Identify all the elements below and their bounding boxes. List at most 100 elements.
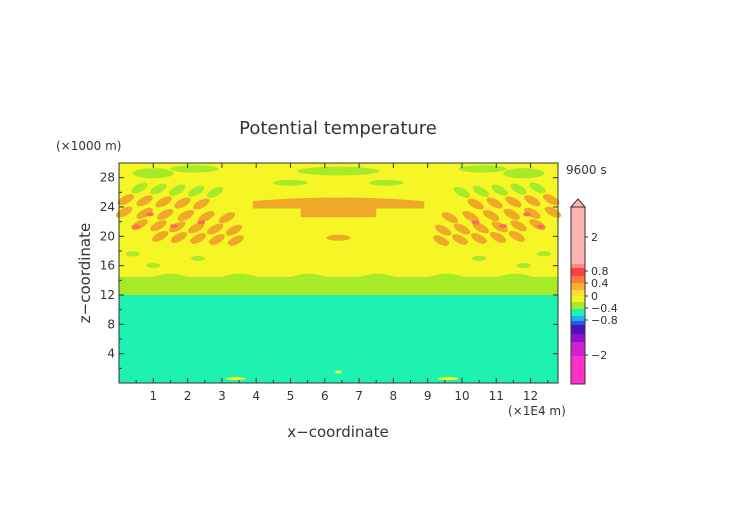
wave-blob bbox=[117, 194, 135, 206]
colorbar-arrow bbox=[569, 198, 587, 208]
colorbar-segment bbox=[571, 342, 585, 356]
wave-blob bbox=[544, 206, 562, 218]
wave-blob bbox=[510, 183, 527, 195]
wave-blob bbox=[524, 195, 541, 207]
colorbar: 2 0.80.40−0.4−0.8 −2 bbox=[569, 198, 618, 385]
bottom-patch bbox=[335, 370, 342, 374]
colorbar-tick-label: 0.8 bbox=[591, 265, 609, 278]
wave-blob bbox=[225, 224, 243, 236]
wave-blob bbox=[218, 212, 236, 224]
wave-blob bbox=[131, 182, 148, 194]
wave-blob bbox=[169, 184, 186, 196]
x-tick-label: 4 bbox=[252, 389, 260, 403]
colorbar-segment bbox=[571, 290, 585, 296]
plot-frame bbox=[118, 162, 559, 384]
wave-blob bbox=[433, 235, 450, 247]
wave-blob bbox=[484, 241, 502, 253]
bottom-patch bbox=[437, 377, 459, 381]
red-core bbox=[536, 224, 545, 229]
wave-blob bbox=[170, 231, 188, 243]
wave-blob bbox=[157, 208, 174, 220]
colorbar-segment bbox=[571, 207, 585, 264]
colorbar-segment bbox=[571, 296, 585, 302]
colorbar-segment bbox=[571, 356, 585, 384]
x-tick-label: 11 bbox=[489, 389, 504, 403]
wave-blob bbox=[150, 220, 167, 232]
red-core bbox=[169, 224, 178, 229]
green-patch bbox=[132, 168, 174, 179]
green-patch bbox=[369, 179, 404, 186]
orange-band bbox=[252, 197, 425, 218]
wave-blob bbox=[136, 207, 153, 219]
red-core bbox=[499, 224, 508, 229]
colorbar-segment bbox=[571, 309, 585, 316]
colorbar-tick-label: 0 bbox=[591, 290, 598, 303]
wave-blob bbox=[542, 194, 560, 206]
y-tick-label: 8 bbox=[107, 317, 115, 331]
wave-blob bbox=[188, 185, 205, 197]
wave-blob bbox=[177, 209, 195, 221]
green-fringe bbox=[146, 263, 161, 269]
wave-blob bbox=[151, 230, 169, 242]
wave-blob bbox=[441, 212, 459, 224]
wave-blob bbox=[194, 242, 212, 254]
wave-blob bbox=[508, 230, 526, 242]
colorbar-segment bbox=[571, 268, 585, 276]
wave-blob bbox=[150, 183, 167, 195]
orange-blob bbox=[326, 234, 351, 241]
wave-blob bbox=[189, 233, 207, 245]
colorbar-segment bbox=[571, 264, 585, 268]
x-unit-label: (×1E4 m) bbox=[508, 404, 566, 418]
wave-blob bbox=[188, 222, 205, 234]
colorbar-segment bbox=[571, 316, 585, 321]
colorbar-segment bbox=[571, 276, 585, 283]
green-patch bbox=[170, 165, 219, 173]
green-patch bbox=[297, 166, 380, 176]
wave-blob bbox=[524, 207, 541, 219]
wave-blob bbox=[486, 197, 503, 209]
wave-blob bbox=[174, 197, 191, 209]
y-tick-label: 20 bbox=[100, 229, 115, 243]
wave-blob bbox=[446, 244, 464, 256]
x-tick-label: 9 bbox=[424, 389, 432, 403]
wave-blob bbox=[208, 234, 225, 246]
y-tick-label: 24 bbox=[100, 200, 115, 214]
wave-blob bbox=[510, 220, 527, 232]
wave-blob bbox=[453, 223, 471, 235]
wave-blob bbox=[175, 241, 193, 253]
colorbar-segment bbox=[571, 334, 585, 342]
green-fringe bbox=[125, 251, 140, 257]
x-tick-label: 8 bbox=[390, 389, 398, 403]
wave-blob bbox=[462, 211, 479, 223]
x-tick-label: 1 bbox=[149, 389, 157, 403]
green-patch bbox=[273, 179, 308, 186]
colorbar-segment bbox=[571, 283, 585, 290]
wave-blob bbox=[529, 182, 546, 194]
wave-blob bbox=[489, 231, 507, 243]
wave-blob bbox=[193, 198, 210, 210]
wave-blob bbox=[470, 233, 488, 245]
colorbar-tick-label: −2 bbox=[591, 349, 607, 362]
green-fringe bbox=[516, 263, 531, 269]
field-band-0 bbox=[119, 295, 558, 383]
wave-blob bbox=[453, 186, 471, 198]
wave-blob bbox=[213, 244, 231, 256]
temperature-field bbox=[119, 163, 558, 383]
wave-blob bbox=[206, 223, 224, 235]
wave-blob bbox=[434, 224, 452, 236]
wave-blob bbox=[232, 245, 249, 257]
wave-blob bbox=[472, 185, 489, 197]
colorbar-tick-label: −0.8 bbox=[591, 314, 618, 327]
wave-blob bbox=[206, 186, 224, 198]
red-core bbox=[132, 224, 141, 229]
bottom-patch bbox=[225, 377, 246, 381]
wave-blob bbox=[452, 234, 469, 246]
green-patch bbox=[458, 165, 507, 173]
y-tick-label: 16 bbox=[100, 259, 115, 273]
y-tick-label: 12 bbox=[100, 288, 115, 302]
wave-blob bbox=[472, 222, 489, 234]
y-axis-ticks: 4 8 12 16 20 24 28 bbox=[100, 171, 558, 369]
green-fringe bbox=[537, 251, 552, 257]
red-core bbox=[471, 220, 480, 225]
